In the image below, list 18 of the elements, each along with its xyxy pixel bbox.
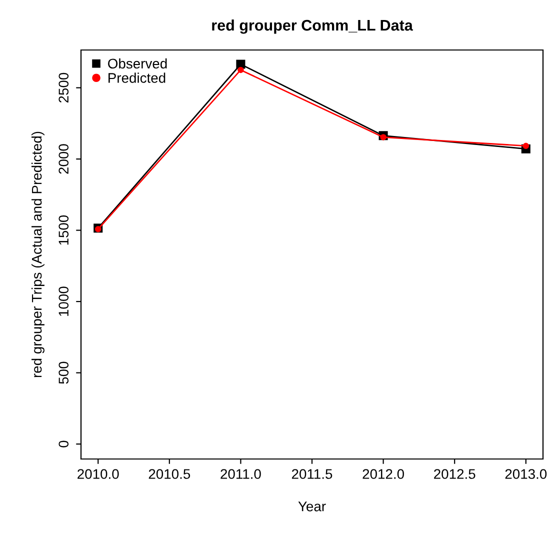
y-tick-label: 1000 xyxy=(58,286,69,316)
y-tick-label: 0 xyxy=(58,440,69,448)
x-tick-label: 2010.0 xyxy=(78,469,119,479)
chart-title: red grouper Comm_LL Data xyxy=(212,19,413,34)
y-axis-title: red grouper Trips (Actual and Predicted) xyxy=(31,132,44,378)
y-tick-label: 500 xyxy=(58,362,69,384)
x-tick-label: 2011.5 xyxy=(292,469,332,479)
y-tick-label: 2000 xyxy=(58,144,69,174)
x-tick-label: 2010.5 xyxy=(148,469,190,479)
y-tick-label: 2500 xyxy=(58,72,69,103)
x-axis-title: Year xyxy=(298,502,326,512)
legend-label: Predicted xyxy=(108,72,166,83)
y-tick-label: 1500 xyxy=(58,215,69,245)
x-tick-label: 2013.0 xyxy=(505,469,547,479)
legend-label: Observed xyxy=(108,58,167,69)
x-tick-label: 2012.5 xyxy=(434,469,476,479)
x-tick-label: 2012.0 xyxy=(362,469,404,479)
x-tick-label: 2011.0 xyxy=(220,469,261,479)
